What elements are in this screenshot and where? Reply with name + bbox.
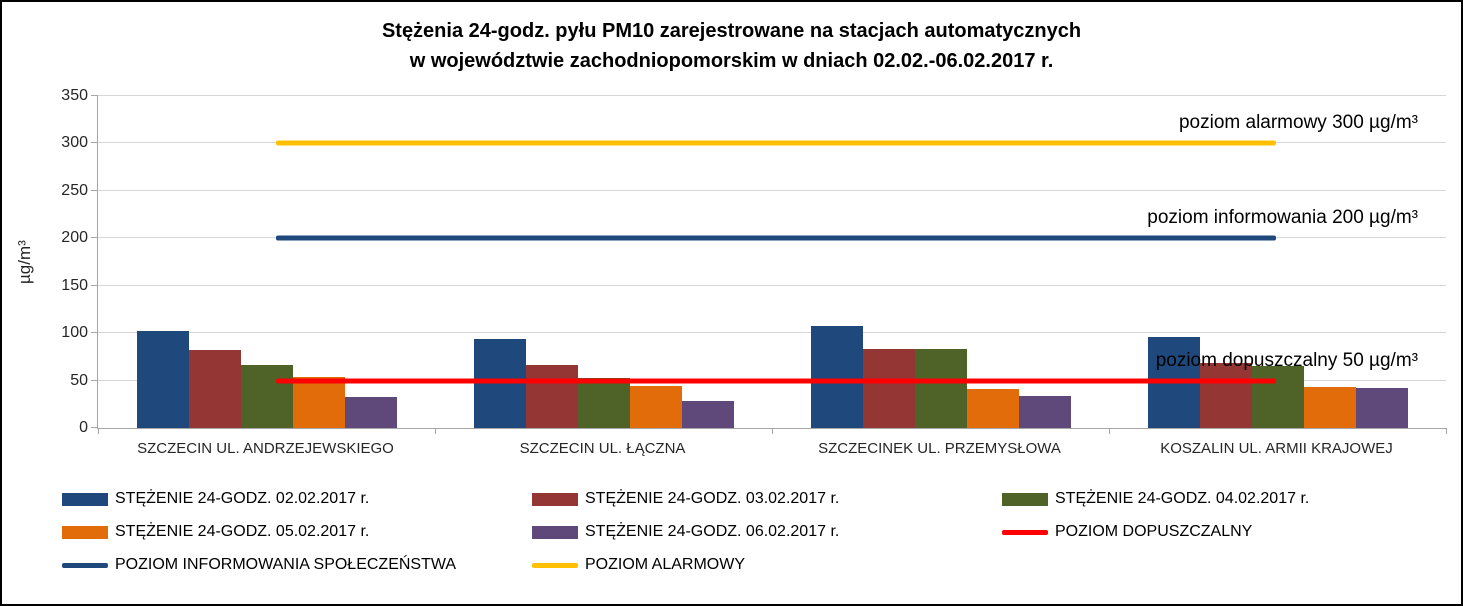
legend-item: POZIOM ALARMOWY <box>532 556 1002 574</box>
y-tick-mark <box>91 332 98 334</box>
gridline <box>98 332 1446 334</box>
bar <box>1303 387 1356 428</box>
legend-label: STĘŻENIE 24-GODZ. 04.02.2017 r. <box>1055 490 1310 507</box>
chart-title-line1: Stężenia 24-godz. pyłu PM10 zarejestrowa… <box>381 20 1082 42</box>
reference-line <box>276 235 1276 241</box>
legend-swatch <box>62 525 108 539</box>
legend-swatch <box>532 492 578 506</box>
y-tick-mark <box>91 379 98 381</box>
bar <box>473 338 526 428</box>
gridline <box>98 95 1446 96</box>
x-tick-mark <box>435 428 436 434</box>
legend-label: POZIOM ALARMOWY <box>585 556 746 573</box>
gridline <box>98 189 1446 191</box>
legend-item: POZIOM DOPUSZCZALNY <box>1002 523 1437 541</box>
legend-item: POZIOM INFORMOWANIA SPOŁECZEŃSTWA <box>62 556 532 574</box>
legend-label: POZIOM INFORMOWANIA SPOŁECZEŃSTWA <box>115 556 457 573</box>
y-tick-label: 200 <box>61 229 88 247</box>
chart-title: Stężenia 24-godz. pyłu PM10 zarejestrowa… <box>2 16 1461 76</box>
y-tick-label: 100 <box>61 324 88 342</box>
bar <box>240 365 293 428</box>
bar <box>136 331 189 428</box>
gridline <box>98 284 1446 286</box>
legend-item: STĘŻENIE 24-GODZ. 06.02.2017 r. <box>532 523 1002 541</box>
y-tick-mark <box>91 284 98 286</box>
bar <box>188 350 241 428</box>
legend-swatch <box>1002 529 1048 535</box>
x-tick-mark <box>1446 428 1447 434</box>
bar <box>966 389 1019 428</box>
y-tick-mark <box>91 95 98 96</box>
bar <box>629 386 682 428</box>
bar <box>292 376 345 428</box>
y-tick-label: 250 <box>61 181 88 199</box>
y-tick-label: 300 <box>61 134 88 152</box>
bar <box>344 396 397 428</box>
legend-item: STĘŻENIE 24-GODZ. 02.02.2017 r. <box>62 490 532 508</box>
legend-label: POZIOM DOPUSZCZALNY <box>1055 523 1253 540</box>
bar <box>1251 366 1304 428</box>
legend-swatch <box>1002 492 1048 506</box>
bar <box>577 377 630 428</box>
legend-swatch <box>532 525 578 539</box>
legend-swatch <box>532 562 578 568</box>
y-tick-label: 150 <box>61 276 88 294</box>
category-label: SZCZECINEK UL. PRZEMYSŁOWA <box>818 440 1061 457</box>
bar <box>810 325 863 428</box>
bar <box>1355 388 1408 428</box>
legend-label: STĘŻENIE 24-GODZ. 02.02.2017 r. <box>115 490 370 507</box>
bar <box>1018 395 1071 428</box>
category-label: KOSZALIN UL. ARMII KRAJOWEJ <box>1160 440 1393 457</box>
legend-item: STĘŻENIE 24-GODZ. 05.02.2017 r. <box>62 523 532 541</box>
chart-title-line2: w województwie zachodniopomorskim w dnia… <box>409 50 1054 72</box>
bar <box>525 365 578 428</box>
bar-group <box>1109 96 1446 428</box>
bar <box>862 349 915 428</box>
legend: STĘŻENIE 24-GODZ. 02.02.2017 r. STĘŻENIE … <box>62 490 1437 574</box>
y-tick-mark <box>91 142 98 144</box>
x-tick-mark <box>1109 428 1110 434</box>
reference-line <box>276 378 1276 384</box>
y-tick-label: 50 <box>70 371 88 389</box>
reference-line-label: poziom alarmowy 300 µg/m³ <box>1178 112 1418 134</box>
y-tick-mark <box>91 237 98 239</box>
legend-swatch <box>62 562 108 568</box>
y-tick-mark <box>91 427 98 428</box>
reference-line <box>276 140 1276 146</box>
bar <box>914 349 967 428</box>
reference-line-label: poziom dopuszczalny 50 µg/m³ <box>1155 349 1418 371</box>
bar-group <box>435 96 772 428</box>
bar-group <box>772 96 1109 428</box>
plot-area: 0 50 100 150 200 250 300 350 poziom alarmowy 300… <box>61 87 1447 436</box>
legend-item: STĘŻENIE 24-GODZ. 04.02.2017 r. <box>1002 490 1437 508</box>
bar <box>1199 362 1252 428</box>
reference-line-label: poziom informowania 200 µg/m³ <box>1147 207 1418 229</box>
legend-label: STĘŻENIE 24-GODZ. 06.02.2017 r. <box>585 523 840 540</box>
x-axis-labels: SZCZECIN UL. ANDRZEJEWSKIEGO SZCZECIN UL.… <box>97 440 1445 457</box>
legend-swatch <box>62 492 108 506</box>
legend-label: STĘŻENIE 24-GODZ. 03.02.2017 r. <box>585 490 840 507</box>
legend-item: STĘŻENIE 24-GODZ. 03.02.2017 r. <box>532 490 1002 508</box>
x-tick-mark <box>98 428 99 434</box>
legend-label: STĘŻENIE 24-GODZ. 05.02.2017 r. <box>115 523 370 540</box>
x-tick-mark <box>772 428 773 434</box>
bar-group <box>98 96 435 428</box>
category-label: SZCZECIN UL. ŁĄCZNA <box>519 440 686 457</box>
y-tick-label: 0 <box>79 419 88 436</box>
y-tick-mark <box>91 189 98 191</box>
bar <box>681 401 734 428</box>
y-axis-title: µg/m³ <box>15 240 34 284</box>
y-tick-label: 350 <box>61 87 88 104</box>
category-label: SZCZECIN UL. ANDRZEJEWSKIEGO <box>137 440 394 457</box>
